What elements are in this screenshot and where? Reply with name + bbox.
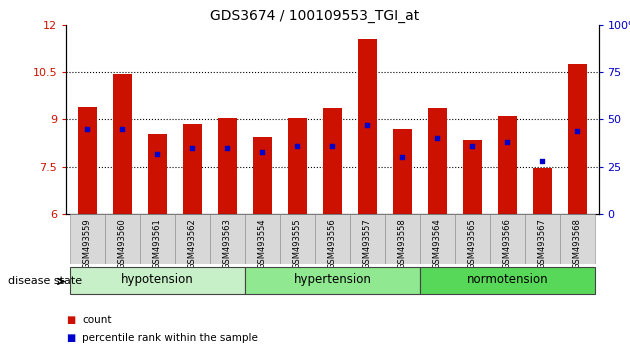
Bar: [217, 118, 237, 214]
FancyBboxPatch shape: [385, 214, 420, 264]
Text: GSM493560: GSM493560: [118, 218, 127, 269]
Point: [432, 136, 442, 141]
FancyBboxPatch shape: [105, 214, 140, 264]
FancyBboxPatch shape: [70, 267, 245, 294]
Point: [222, 145, 232, 151]
Point: [537, 158, 547, 164]
FancyBboxPatch shape: [420, 214, 455, 264]
Bar: [533, 169, 552, 214]
Text: GDS3674 / 100109553_TGI_at: GDS3674 / 100109553_TGI_at: [210, 9, 420, 23]
FancyBboxPatch shape: [175, 214, 210, 264]
Bar: [147, 134, 167, 214]
Bar: [77, 107, 97, 214]
Point: [292, 143, 302, 149]
Bar: [498, 116, 517, 214]
Bar: [463, 140, 482, 214]
Point: [467, 143, 478, 149]
FancyBboxPatch shape: [245, 267, 420, 294]
Text: GSM493563: GSM493563: [223, 218, 232, 269]
Text: percentile rank within the sample: percentile rank within the sample: [82, 333, 258, 343]
Bar: [392, 129, 412, 214]
FancyBboxPatch shape: [350, 214, 385, 264]
Text: GSM493568: GSM493568: [573, 218, 582, 269]
Point: [328, 143, 338, 149]
Text: GSM493554: GSM493554: [258, 218, 266, 269]
FancyBboxPatch shape: [210, 214, 245, 264]
FancyBboxPatch shape: [315, 214, 350, 264]
Text: GSM493558: GSM493558: [398, 218, 407, 269]
Text: GSM493567: GSM493567: [538, 218, 547, 269]
FancyBboxPatch shape: [455, 214, 490, 264]
FancyBboxPatch shape: [280, 214, 315, 264]
Point: [257, 149, 267, 154]
Bar: [568, 64, 587, 214]
Text: GSM493556: GSM493556: [328, 218, 337, 269]
Bar: [113, 74, 132, 214]
Bar: [358, 39, 377, 214]
Point: [573, 128, 583, 134]
Text: GSM493559: GSM493559: [83, 218, 91, 269]
Text: GSM493562: GSM493562: [188, 218, 197, 269]
Text: GSM493555: GSM493555: [293, 218, 302, 269]
Point: [82, 126, 92, 132]
Bar: [323, 108, 342, 214]
Text: ■: ■: [66, 315, 76, 325]
Text: GSM493564: GSM493564: [433, 218, 442, 269]
Point: [362, 122, 372, 128]
Text: count: count: [82, 315, 112, 325]
FancyBboxPatch shape: [490, 214, 525, 264]
Text: GSM493561: GSM493561: [152, 218, 162, 269]
Point: [152, 151, 163, 156]
Bar: [253, 137, 272, 214]
Text: GSM493565: GSM493565: [468, 218, 477, 269]
Text: disease state: disease state: [8, 276, 82, 286]
Point: [398, 154, 408, 160]
Bar: [428, 108, 447, 214]
FancyBboxPatch shape: [140, 214, 175, 264]
Point: [117, 126, 127, 132]
Bar: [288, 118, 307, 214]
Text: hypertension: hypertension: [294, 273, 371, 286]
FancyBboxPatch shape: [70, 214, 105, 264]
Point: [502, 139, 512, 145]
FancyBboxPatch shape: [560, 214, 595, 264]
Bar: [183, 124, 202, 214]
FancyBboxPatch shape: [245, 214, 280, 264]
Text: GSM493557: GSM493557: [363, 218, 372, 269]
Text: normotension: normotension: [467, 273, 548, 286]
FancyBboxPatch shape: [420, 267, 595, 294]
Point: [187, 145, 197, 151]
FancyBboxPatch shape: [525, 214, 560, 264]
Text: ■: ■: [66, 333, 76, 343]
Text: hypotension: hypotension: [121, 273, 193, 286]
Text: GSM493566: GSM493566: [503, 218, 512, 269]
